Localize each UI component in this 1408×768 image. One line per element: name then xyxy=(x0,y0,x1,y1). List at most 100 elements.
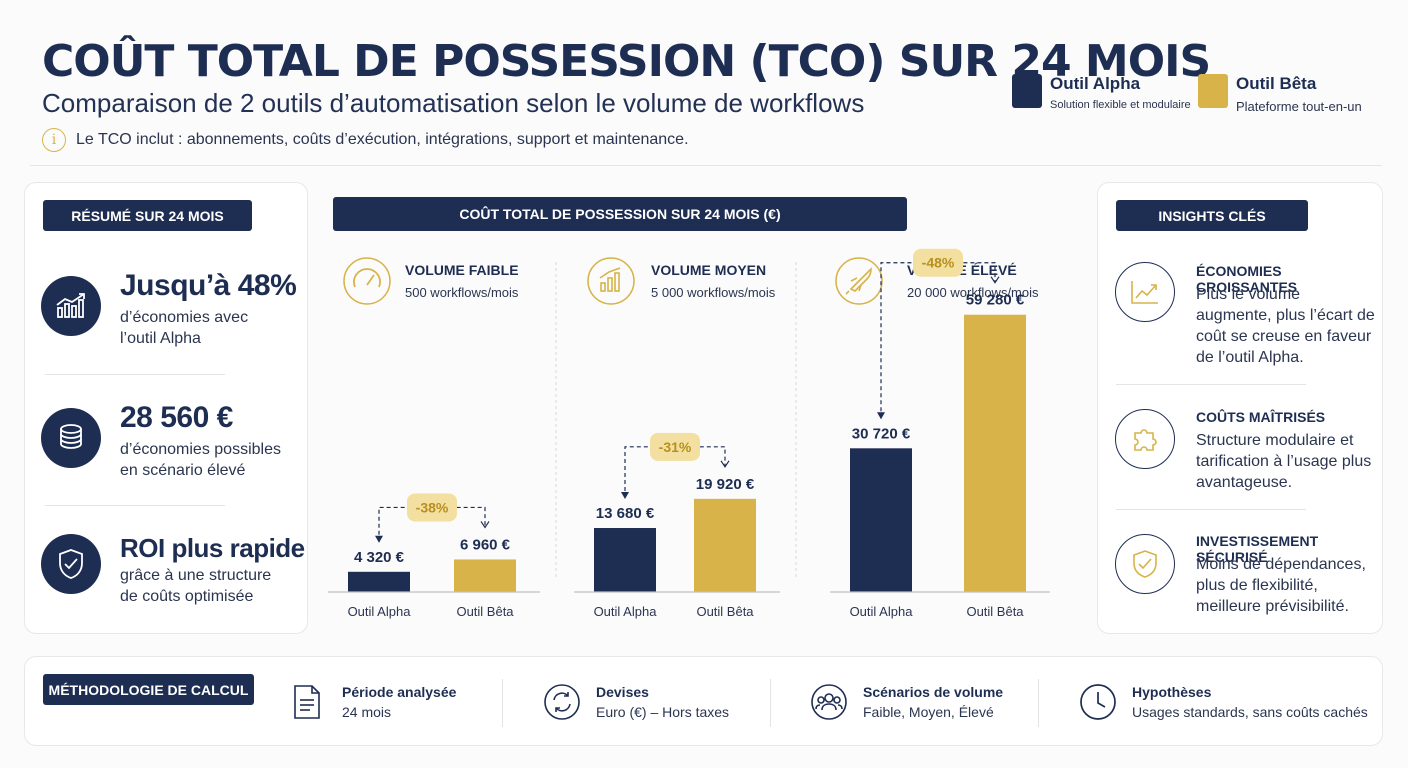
currency-exchange-icon xyxy=(544,684,580,720)
bar-alpha xyxy=(594,528,656,592)
summary-divider xyxy=(45,505,225,506)
summary-text-2: d’économies possibles en scénario élevé xyxy=(120,441,281,479)
document-icon xyxy=(294,685,320,719)
info-icon: i xyxy=(42,128,66,152)
arrowhead xyxy=(621,492,629,500)
delta-badge xyxy=(913,248,963,277)
methodology-title-currency: Devises xyxy=(596,684,649,700)
rocket-icon xyxy=(835,257,883,305)
summary-big-1: Jusqu’à 48% xyxy=(120,269,297,302)
tco-note-text: Le TCO inclut : abonnements, coûts d’exé… xyxy=(76,131,689,148)
delta-label: -38% xyxy=(416,499,449,515)
trend-up-icon xyxy=(1115,262,1175,322)
chart-growth-icon xyxy=(41,276,101,336)
delta-badge xyxy=(407,493,457,522)
arrowhead xyxy=(877,412,885,420)
chart-subtitle: 20 000 workflows/mois xyxy=(907,285,1039,300)
summary-text-1: d’économies avec l’outil Alpha xyxy=(120,309,249,347)
summary-big-3: ROI plus rapide xyxy=(120,533,305,563)
methodology-panel: MÉTHODOLOGIE DE CALCUL Période analysée … xyxy=(24,656,1383,746)
insight-text-2: Structure modulaire et tarification à l’… xyxy=(1196,432,1372,491)
category-label: Outil Bêta xyxy=(696,604,754,619)
coins-icon xyxy=(41,408,101,468)
chart-subtitle: 5 000 workflows/mois xyxy=(651,285,776,300)
summary-tag: RÉSUMÉ SUR 24 MOIS xyxy=(43,200,252,231)
methodology-text-period: 24 mois xyxy=(342,704,392,720)
arrowhead xyxy=(990,276,1000,284)
chart-group-2: VOLUME MOYEN 5 000 workflows/mois 13 680 €… xyxy=(574,262,797,619)
legend-swatch-alpha xyxy=(1012,74,1042,108)
bar-value-label: 13 680 € xyxy=(596,505,655,522)
chart-header-tag: COÛT TOTAL DE POSSESSION SUR 24 MOIS (€) xyxy=(333,197,907,231)
methodology-divider xyxy=(1038,679,1039,727)
methodology-item-hypotheses: Hypothèses Usages standards, sans coûts … xyxy=(1079,683,1368,721)
methodology-item-scenarios: Scénarios de volume Faible, Moyen, Élevé xyxy=(810,683,1003,721)
methodology-text-currency: Euro (€) – Hors taxes xyxy=(596,704,730,720)
legend-desc-alpha: Solution flexible et modulaire xyxy=(1050,99,1191,111)
insight-text-3: Moins de dépendances, plus de flexibilit… xyxy=(1196,556,1366,615)
shield-check-icon xyxy=(41,534,101,594)
bar-beta xyxy=(454,559,516,592)
legend-swatch-beta xyxy=(1198,74,1228,108)
bar-value-label: 19 920 € xyxy=(696,476,755,493)
bar-value-label: 6 960 € xyxy=(460,536,511,553)
insight-title-1: ÉCONOMIES CROISSANTES xyxy=(1196,263,1298,295)
legend-item-beta: Outil Bêta Plateforme tout-en-un xyxy=(1198,74,1362,114)
insights-divider xyxy=(1116,509,1306,510)
page-subtitle: Comparaison de 2 outils d’automatisation… xyxy=(42,88,865,118)
methodology-text-hypotheses: Usages standards, sans coûts cachés xyxy=(1132,704,1368,720)
category-label: Outil Bêta xyxy=(456,604,514,619)
bar-chart-icon xyxy=(587,257,635,305)
methodology-text-scenarios: Faible, Moyen, Élevé xyxy=(863,704,994,720)
gauge-icon xyxy=(343,257,391,305)
methodology-title-hypotheses: Hypothèses xyxy=(1132,684,1212,700)
arrowhead xyxy=(375,535,383,543)
methodology-divider xyxy=(502,679,503,727)
insights-panel: INSIGHTS CLÉS ÉCONOMIES CROISSANTES Plus… xyxy=(1097,182,1383,634)
chart-subtitle: 500 workflows/mois xyxy=(405,285,519,300)
methodology-item-currency: Devises Euro (€) – Hors taxes xyxy=(543,683,729,721)
chart-title: VOLUME MOYEN xyxy=(651,262,766,278)
bar-alpha xyxy=(348,571,410,592)
header-divider xyxy=(30,165,1382,166)
legend-name-beta: Outil Bêta xyxy=(1236,74,1317,93)
chart-group-1: VOLUME FAIBLE 500 workflows/mois 4 320 € Ou… xyxy=(328,262,557,619)
bar-value-label: 4 320 € xyxy=(354,549,405,566)
chart-title: VOLUME FAIBLE xyxy=(405,262,519,278)
clock-icon xyxy=(1080,684,1116,720)
summary-panel: RÉSUMÉ SUR 24 MOIS Jusqu’à 48% d’économi… xyxy=(24,182,308,634)
shield-icon xyxy=(1115,534,1175,594)
methodology-divider xyxy=(770,679,771,727)
category-label: Outil Alpha xyxy=(594,604,658,619)
bar-alpha xyxy=(850,448,912,592)
summary-text-3: grâce à une structure de coûts optimisée xyxy=(120,567,272,605)
chart-icons xyxy=(343,257,883,305)
category-label: Outil Alpha xyxy=(348,604,412,619)
summary-big-2: 28 560 € xyxy=(120,401,233,434)
arrowhead xyxy=(720,460,730,468)
methodology-title-period: Période analysée xyxy=(342,684,457,700)
legend-desc-beta: Plateforme tout-en-un xyxy=(1236,99,1362,114)
category-label: Outil Bêta xyxy=(966,604,1024,619)
users-icon xyxy=(811,684,847,720)
methodology-title-scenarios: Scénarios de volume xyxy=(863,684,1004,700)
legend-name-alpha: Outil Alpha xyxy=(1050,74,1141,93)
arrowhead xyxy=(480,521,490,529)
delta-label: -31% xyxy=(659,439,692,455)
insights-divider xyxy=(1116,384,1306,385)
bar-beta xyxy=(964,314,1026,592)
tco-note: i Le TCO inclut : abonnements, coûts d’e… xyxy=(42,128,689,152)
bar-value-label: 59 280 € xyxy=(966,292,1025,309)
insight-text-1: Plus le volume augmente, plus l’écart de… xyxy=(1196,286,1375,366)
insight-title-3: INVESTISSEMENT SÉCURISÉ xyxy=(1196,533,1319,565)
puzzle-icon xyxy=(1115,409,1175,469)
insights-tag: INSIGHTS CLÉS xyxy=(1116,200,1308,231)
bar-value-label: 30 720 € xyxy=(852,425,911,442)
bar-beta xyxy=(694,498,756,592)
methodology-item-period: Période analysée 24 mois xyxy=(290,683,456,721)
summary-divider xyxy=(45,374,225,375)
tco-charts: VOLUME FAIBLE 500 workflows/mois 4 320 € Ou… xyxy=(328,248,1050,619)
legend-item-alpha: Outil Alpha Solution flexible et modulai… xyxy=(1012,74,1191,111)
methodology-tag: MÉTHODOLOGIE DE CALCUL xyxy=(43,674,254,705)
